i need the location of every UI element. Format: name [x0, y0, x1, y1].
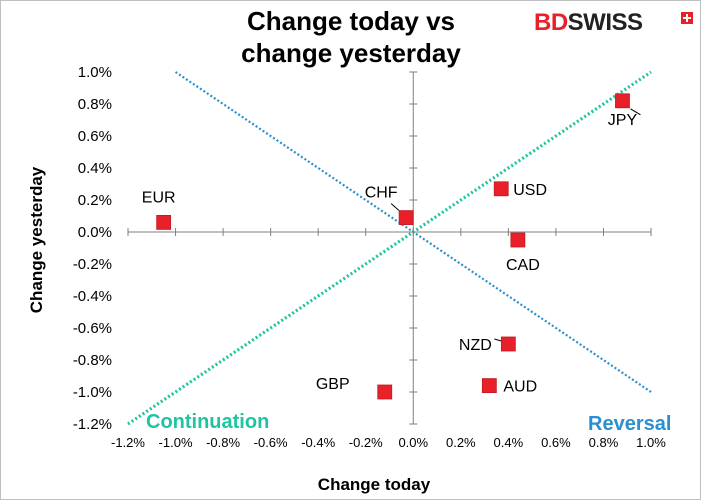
reversal-annotation: Reversal	[588, 413, 671, 435]
x-tick-label: -0.6%	[254, 435, 288, 450]
x-tick-label: 0.4%	[494, 435, 524, 450]
chart-title: Change today vs change yesterday	[201, 5, 501, 69]
leader-line-nzd	[494, 338, 502, 342]
point-chf	[398, 210, 414, 226]
x-tick-label: -0.2%	[349, 435, 383, 450]
point-label-chf: CHF	[365, 185, 398, 202]
leader-line-chf	[390, 203, 400, 211]
x-tick-labels: -1.2% -1.0% -0.8% -0.6% -0.4% -0.2% 0.0% 0.2% 0.…	[111, 435, 666, 450]
y-tick-labels: 1.0% 0.8% 0.6% 0.4% 0.2% 0.0% -0.2% -0.4% -0.6% -…	[73, 64, 112, 433]
y-tick-label: 1.0%	[78, 64, 112, 81]
x-tick-label: 0.2%	[446, 435, 476, 450]
point-label-gbp: GBP	[316, 376, 350, 393]
x-tick-label: 0.0%	[398, 435, 428, 450]
point-cad	[510, 232, 526, 248]
y-tick-label: -0.8%	[73, 352, 112, 369]
y-tick-label: -1.0%	[73, 384, 112, 401]
point-label-aud: AUD	[503, 379, 537, 396]
y-tick-label: 0.8%	[78, 96, 112, 113]
y-tick-label: 0.4%	[78, 160, 112, 177]
bdswiss-logo: BDSWISS	[534, 9, 693, 37]
logo-bd-text: BD	[534, 9, 568, 36]
swiss-cross-icon	[681, 12, 693, 24]
point-gbp	[377, 384, 393, 400]
point-aud	[481, 378, 497, 394]
chart-title-line-1: Change today vs	[246, 6, 456, 36]
x-tick-label: -1.2%	[111, 435, 145, 450]
data-points: JPY USD CHF EUR CAD NZD AUD GBP	[142, 93, 641, 400]
y-tick-label: -0.4%	[73, 288, 112, 305]
point-jpy	[615, 93, 630, 109]
point-label-cad: CAD	[506, 257, 540, 274]
point-label-nzd: NZD	[459, 337, 492, 354]
x-tick-label: -1.0%	[159, 435, 193, 450]
x-tick-label: 0.6%	[541, 435, 571, 450]
leader-line-jpy	[630, 108, 641, 116]
y-tick-label: -1.2%	[73, 416, 112, 433]
point-label-usd: USD	[513, 182, 547, 199]
x-axis-title: Change today	[318, 475, 431, 494]
point-label-jpy: JPY	[608, 112, 638, 129]
guide-lines	[127, 70, 652, 426]
y-tick-label: 0.0%	[78, 224, 112, 241]
continuation-line	[127, 70, 652, 426]
y-tick-label: -0.2%	[73, 256, 112, 273]
axes	[127, 71, 652, 425]
point-nzd	[500, 336, 516, 352]
continuation-annotation: Continuation	[146, 411, 269, 433]
x-tick-label: 1.0%	[636, 435, 666, 450]
y-tick-label: 0.2%	[78, 192, 112, 209]
y-axis-title: Change yesterday	[27, 166, 46, 313]
logo-swiss-text: SWISS	[567, 9, 643, 36]
x-tick-label: 0.8%	[589, 435, 619, 450]
x-tick-label: -0.4%	[301, 435, 335, 450]
point-eur	[156, 214, 172, 230]
point-label-eur: EUR	[142, 189, 176, 206]
point-usd	[493, 181, 509, 197]
y-tick-label: -0.6%	[73, 320, 112, 337]
chart-title-line-2: change yesterday	[241, 38, 461, 68]
x-tick-label: -0.8%	[206, 435, 240, 450]
y-tick-label: 0.6%	[78, 128, 112, 145]
